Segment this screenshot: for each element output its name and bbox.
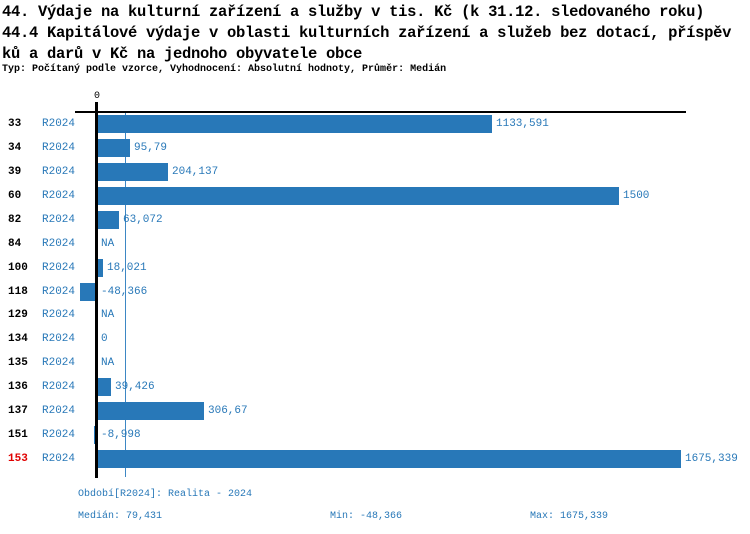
- chart-title-line2: 44.4 Kapitálové výdaje v oblasti kulturn…: [2, 24, 732, 42]
- chart-row: 129 R2024 NA: [0, 303, 750, 327]
- row-id-label: 33: [8, 118, 22, 130]
- row-period-label: R2024: [42, 405, 76, 418]
- row-id-label: 135: [8, 357, 28, 370]
- bar-value-label: 63,072: [123, 213, 163, 226]
- chart-row: 33 R2024 1133,591: [0, 112, 750, 136]
- row-period-label: R2024: [42, 429, 76, 442]
- bar: [80, 282, 97, 301]
- row-id-label: 39: [8, 165, 22, 178]
- bar: [97, 162, 168, 181]
- row-period-label: R2024: [42, 309, 76, 322]
- bar-value-label: 1133,591: [496, 118, 549, 130]
- bar: [97, 115, 492, 133]
- chart-title-line3: ků a darů v Kč na jednoho obyvatele obce: [2, 45, 363, 63]
- row-period-label: R2024: [42, 453, 76, 466]
- bar-value-label: NA: [101, 357, 115, 370]
- row-id-label: 151: [8, 429, 28, 442]
- bar: [97, 402, 204, 421]
- row-period-label: R2024: [42, 165, 76, 178]
- median-stat: Medián: 79,431: [78, 511, 163, 522]
- chart-row: 39 R2024 204,137: [0, 160, 750, 184]
- bar: [97, 186, 619, 205]
- row-period-label: R2024: [42, 381, 76, 394]
- bar-value-label: 18,021: [107, 261, 147, 274]
- bar: [97, 450, 681, 469]
- chart-row: 60 R2024 1500: [0, 184, 750, 208]
- bar-value-label: 0: [101, 333, 108, 346]
- max-stat: Max: 1675,339: [530, 511, 609, 522]
- row-period-label: R2024: [42, 118, 76, 130]
- bar: [97, 258, 103, 277]
- row-id-label: 129: [8, 309, 28, 322]
- chart-row: 134 R2024 0: [0, 327, 750, 351]
- bar: [97, 210, 119, 229]
- median-reference-line: [125, 112, 126, 477]
- bar-value-label: -48,366: [101, 285, 148, 298]
- bar-value-label: -8,998: [101, 429, 141, 442]
- period-legend: Období[R2024]: Realita - 2024: [78, 489, 253, 500]
- chart-title-line1: 44. Výdaje na kulturní zařízení a služby…: [2, 3, 705, 21]
- row-period-label: R2024: [42, 261, 76, 274]
- bar-value-label: 1500: [623, 189, 650, 202]
- row-id-label: 34: [8, 141, 22, 154]
- row-id-label: 118: [8, 285, 28, 298]
- bar-value-label: NA: [101, 309, 115, 322]
- chart-row: 100 R2024 18,021: [0, 256, 750, 280]
- row-id-label: 134: [8, 333, 28, 346]
- chart-row: 84 R2024 NA: [0, 232, 750, 256]
- row-id-label: 136: [8, 381, 28, 394]
- chart-row: 136 R2024 39,426: [0, 375, 750, 399]
- chart-meta-line: Typ: Počítaný podle vzorce, Vyhodnocení:…: [2, 64, 447, 75]
- row-id-label: 100: [8, 261, 28, 274]
- chart-row: 34 R2024 95,79: [0, 136, 750, 160]
- chart-row: 135 R2024 NA: [0, 351, 750, 375]
- row-id-label: 82: [8, 213, 22, 226]
- bar-value-label: 95,79: [134, 141, 168, 154]
- x-axis-line: [75, 111, 686, 113]
- bar-value-label: 306,67: [208, 405, 248, 418]
- bar: [97, 138, 130, 157]
- chart-row: 118 R2024 -48,366: [0, 280, 750, 304]
- row-id-label: 153: [8, 453, 28, 466]
- y-axis-line: [95, 102, 98, 478]
- x-axis-zero-label: 0: [93, 91, 100, 102]
- chart-row: 137 R2024 306,67: [0, 399, 750, 423]
- row-period-label: R2024: [42, 213, 76, 226]
- row-period-label: R2024: [42, 141, 76, 154]
- bar-chart: 0 33 R2024 1133,591 34 R2024 95,79 39 R2024 204,…: [0, 91, 750, 478]
- bar-value-label: 1675,339: [685, 453, 738, 466]
- row-period-label: R2024: [42, 333, 76, 346]
- chart-row: 153 R2024 1675,339: [0, 447, 750, 471]
- min-stat: Min: -48,366: [330, 511, 403, 522]
- chart-row: 82 R2024 63,072: [0, 208, 750, 232]
- row-period-label: R2024: [42, 357, 76, 370]
- bar-value-label: 39,426: [115, 381, 155, 394]
- bar: [97, 378, 111, 397]
- bar-value-label: 204,137: [172, 165, 219, 178]
- row-period-label: R2024: [42, 237, 76, 250]
- row-id-label: 137: [8, 405, 28, 418]
- bar-value-label: NA: [101, 237, 115, 250]
- row-period-label: R2024: [42, 285, 76, 298]
- row-id-label: 60: [8, 189, 22, 202]
- chart-row: 151 R2024 -8,998: [0, 423, 750, 447]
- row-id-label: 84: [8, 237, 22, 250]
- row-period-label: R2024: [42, 189, 76, 202]
